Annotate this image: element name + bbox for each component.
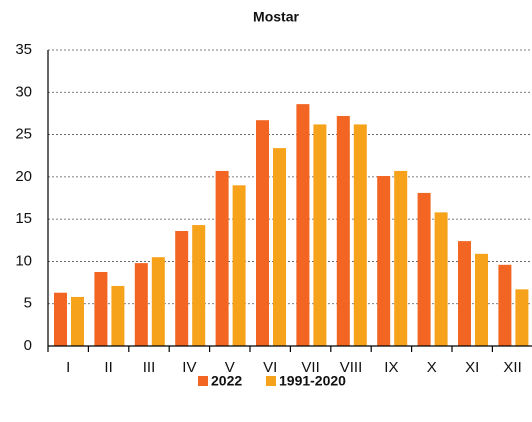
legend-swatch [198, 376, 208, 386]
bar [256, 120, 269, 347]
y-tick-label: 0 [24, 337, 32, 354]
x-tick-label: I [66, 359, 70, 376]
x-tick-label: VII [301, 359, 319, 376]
legend-label: 2022 [211, 373, 242, 389]
x-tick-label: IX [384, 359, 398, 376]
y-tick-label: 15 [15, 210, 32, 227]
x-tick-label: VI [263, 359, 277, 376]
bar [313, 124, 327, 347]
bar [336, 115, 350, 346]
bar [151, 257, 165, 346]
bar [215, 170, 229, 346]
bar [434, 212, 448, 346]
bar [273, 148, 286, 346]
y-tick-label: 5 [24, 295, 32, 312]
bar [54, 292, 67, 346]
y-tick-label: 10 [15, 252, 32, 269]
bar [458, 241, 471, 346]
x-tick-label: X [427, 359, 437, 376]
chart-title: Mostar [253, 9, 299, 25]
y-tick-label: 20 [15, 168, 32, 185]
bar [192, 225, 206, 346]
x-tick-label: III [143, 359, 156, 376]
bar [71, 296, 84, 346]
legend-swatch [266, 376, 276, 386]
bar [377, 176, 391, 346]
bar [175, 230, 189, 346]
bar [232, 185, 246, 346]
x-tick-label: IV [182, 359, 196, 376]
x-tick-label: V [225, 359, 235, 376]
bar [111, 285, 125, 346]
bar [394, 170, 408, 346]
bar [94, 272, 108, 346]
x-tick-label: XI [465, 359, 479, 376]
x-tick-label: II [104, 359, 112, 376]
y-tick-label: 30 [15, 83, 32, 100]
bar [134, 263, 148, 346]
legend-label: 1991-2020 [279, 373, 346, 389]
bar [475, 253, 488, 346]
bar [353, 124, 367, 347]
bar [417, 192, 431, 346]
bar [515, 289, 529, 346]
x-tick-label: VIII [340, 359, 363, 376]
bar [296, 104, 310, 346]
y-tick-label: 25 [15, 126, 32, 143]
bar [498, 264, 512, 346]
x-tick-label: XII [503, 359, 521, 376]
y-tick-label: 35 [15, 41, 32, 58]
